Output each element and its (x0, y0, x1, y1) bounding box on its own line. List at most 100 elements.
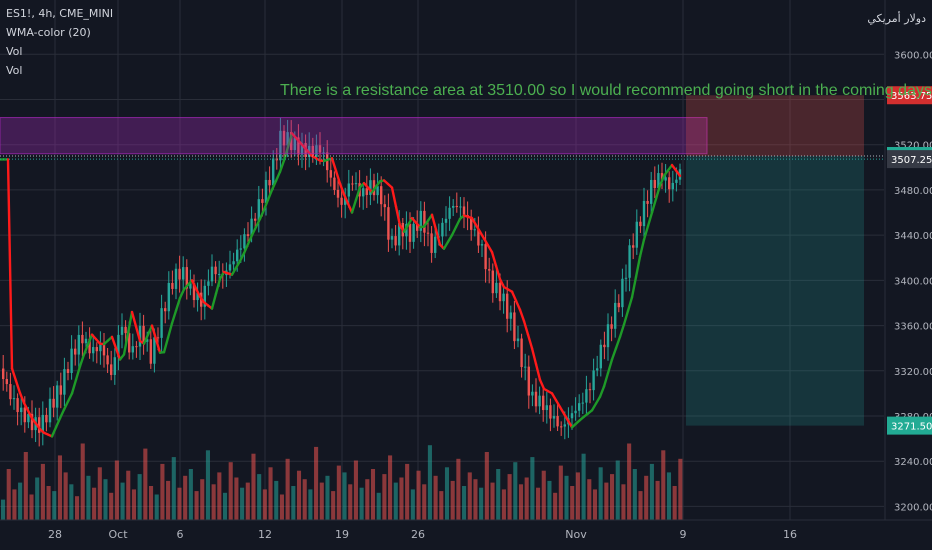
candle-body (20, 407, 23, 413)
volume-bar (325, 475, 330, 520)
candle-body (333, 177, 336, 190)
last-price-badge (887, 150, 932, 169)
volume-bar (131, 489, 136, 520)
wma-line-segment (402, 223, 410, 233)
candle-body (581, 402, 584, 404)
candle-body (135, 346, 138, 348)
candle-body (675, 179, 678, 183)
volume-bar (661, 450, 666, 520)
candle-body (412, 223, 415, 242)
volume-bar (467, 472, 472, 520)
wma-line-segment (594, 395, 602, 405)
candle-body (322, 152, 325, 154)
volume-bar (251, 453, 256, 520)
candle-body (300, 142, 304, 155)
x-tick-label: Nov (565, 528, 587, 541)
y-tick-label: 3240.00 (894, 457, 932, 468)
candle-body (664, 177, 667, 181)
volume-bar (530, 457, 535, 520)
candle-body (315, 145, 318, 157)
candle-body (77, 334, 80, 355)
wma-line-segment (190, 279, 198, 290)
wma-line-segment (110, 335, 118, 350)
x-tick-label: 26 (411, 528, 425, 541)
volume-bar (18, 482, 23, 520)
candle-body (268, 179, 271, 186)
volume-bar (205, 450, 210, 520)
indicator-vol-label-2[interactable]: Vol (6, 64, 23, 77)
wma-line-segment (566, 419, 574, 429)
volume-bar (376, 492, 381, 520)
volume-bar (97, 467, 102, 520)
y-tick-label: 3520.00 (894, 141, 932, 152)
wma-line-segment (538, 378, 546, 391)
candle-body (27, 413, 30, 423)
wma-line-segment (626, 296, 634, 313)
indicator-wma-label[interactable]: WMA-color (20) (6, 26, 91, 39)
volume-bar (524, 477, 529, 520)
volume-bar (490, 482, 495, 520)
candle-body (434, 236, 437, 253)
candle-body (560, 426, 563, 428)
annotation-text[interactable]: There is a resistance area at 3510.00 so… (280, 82, 932, 99)
candle-body (243, 234, 246, 249)
candle-body (81, 334, 84, 344)
volume-bar (484, 452, 489, 520)
volume-bar (331, 491, 336, 520)
candle-body (192, 283, 196, 301)
wma-line-segment (430, 213, 438, 231)
wma-line-segment (66, 392, 74, 403)
candle-body (164, 308, 167, 312)
wma-line-segment (22, 401, 30, 412)
volume-bar (217, 472, 222, 520)
candle-body (329, 170, 332, 178)
candle-body (311, 145, 314, 157)
candle-body (66, 369, 70, 373)
candle-body (45, 414, 48, 423)
volume-bar (194, 491, 199, 520)
wma-line-segment (174, 296, 182, 312)
wma-line-segment (266, 188, 274, 202)
candle-body (261, 199, 264, 203)
wma-line-segment (254, 217, 262, 229)
candle-body (455, 205, 458, 208)
volume-bar (479, 487, 484, 520)
volume-bar (370, 469, 376, 520)
volume-bar (274, 480, 279, 520)
volume-bar (177, 487, 182, 520)
candle-body (218, 273, 221, 275)
wma-line-segment (350, 198, 358, 214)
candle-body (369, 180, 372, 195)
candle-body (462, 206, 466, 215)
wma-line-segment (394, 205, 402, 227)
volume-bar (592, 489, 598, 520)
candle-body (513, 312, 516, 342)
indicator-vol-label[interactable]: Vol (6, 45, 23, 58)
volume-bar (501, 489, 506, 520)
volume-bar (57, 455, 63, 520)
symbol-title[interactable]: ES1!, 4h, CME_MINI (6, 7, 114, 20)
wma-line-segment (6, 158, 14, 370)
wma-line-segment (10, 367, 18, 382)
candle-body (185, 267, 188, 289)
wma-line-segment (134, 325, 142, 343)
candle-body (491, 270, 494, 294)
candle-body (441, 222, 444, 237)
candle-body (272, 158, 275, 186)
candle-body (592, 370, 595, 391)
volume-bar (279, 494, 284, 520)
take-profit-zone (686, 156, 864, 426)
candle-body (182, 267, 185, 280)
candle-body (606, 324, 610, 348)
wma-line-segment (210, 292, 218, 310)
wma-line-segment (126, 310, 134, 335)
candle-body (398, 222, 401, 246)
candle-body (376, 186, 379, 196)
volume-bar (382, 474, 387, 520)
volume-bar (52, 491, 57, 520)
volume-bar (257, 474, 262, 520)
wma-line-segment (526, 333, 534, 350)
wma-line-segment (606, 358, 614, 375)
candle-body (570, 413, 574, 419)
